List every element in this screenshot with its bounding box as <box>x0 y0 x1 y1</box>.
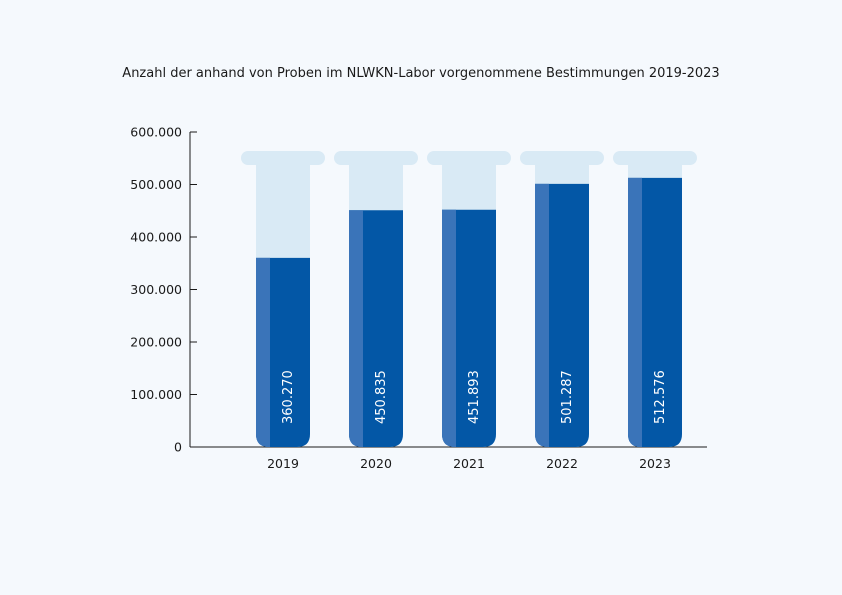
chart-title: Anzahl der anhand von Proben im NLWKN-La… <box>122 66 720 81</box>
data-label: 512.576 <box>653 370 668 424</box>
data-label: 450.835 <box>374 370 389 424</box>
tube-rim <box>334 151 418 165</box>
data-label: 501.287 <box>560 370 575 424</box>
x-tick-label: 2021 <box>453 456 485 471</box>
bar-group: 501.287 <box>520 151 604 447</box>
y-tick-label: 400.000 <box>130 230 182 245</box>
bar-group: 450.835 <box>334 151 418 447</box>
y-tick-label: 600.000 <box>130 125 182 140</box>
y-tick-label: 200.000 <box>130 335 182 350</box>
data-label: 451.893 <box>467 370 482 424</box>
x-tick-label: 2020 <box>360 456 392 471</box>
y-tick-label: 500.000 <box>130 177 182 192</box>
x-tick-label: 2019 <box>267 456 299 471</box>
tube-rim <box>427 151 511 165</box>
bar-highlight <box>535 183 549 447</box>
x-tick-label: 2022 <box>546 456 578 471</box>
x-tick-label: 2023 <box>639 456 671 471</box>
tube-rim <box>613 151 697 165</box>
y-tick-label: 300.000 <box>130 282 182 297</box>
tube-rim <box>241 151 325 165</box>
bar-highlight <box>349 210 363 447</box>
tube-rim <box>520 151 604 165</box>
bar-group: 451.893 <box>427 151 511 447</box>
bar-highlight <box>628 177 642 448</box>
bar-highlight <box>256 257 270 447</box>
bar-group: 512.576 <box>613 151 697 448</box>
bar-group: 360.270 <box>241 151 325 447</box>
y-tick-label: 0 <box>174 440 182 455</box>
data-label: 360.270 <box>281 370 296 424</box>
bar-highlight <box>442 209 456 447</box>
y-tick-label: 100.000 <box>130 387 182 402</box>
